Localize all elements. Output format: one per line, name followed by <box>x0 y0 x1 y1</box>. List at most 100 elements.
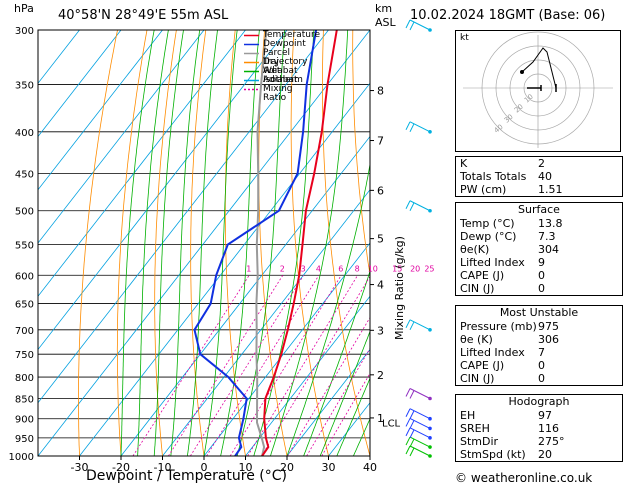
isotherm-line <box>286 348 370 456</box>
mixing-ratio-label: 25 <box>424 264 434 273</box>
legend-label: Dewpoint <box>263 39 306 49</box>
wind-barb-flag <box>405 200 411 209</box>
isotherm-line <box>203 242 370 456</box>
row-value: 0 <box>538 282 545 295</box>
mixing-ratio-label: 2 <box>280 264 285 273</box>
wind-barb-flag <box>409 123 415 133</box>
wet-adiabat-line <box>220 30 260 456</box>
wind-barb-dot <box>428 129 432 134</box>
table-row: CAPE (J) 0 <box>456 269 622 282</box>
legend-label: Parcel Trajectory <box>263 48 308 67</box>
wet-adiabat-line <box>170 30 201 456</box>
wind-barb <box>409 19 431 31</box>
isotherm-line <box>38 30 246 297</box>
dry-adiabat-line <box>154 30 177 456</box>
km-tick-label: 4 <box>377 279 384 292</box>
km-unit-label: km <box>375 2 393 15</box>
hodograph-ring-label: 10 <box>523 93 535 105</box>
legend-label: Temperature <box>263 30 321 40</box>
table-row: Pressure (mb) 975 <box>456 320 622 333</box>
hpa-unit-label: hPa <box>14 2 34 15</box>
wind-barb-flag <box>405 445 411 455</box>
row-value: 0 <box>538 269 545 282</box>
wind-barb-dot <box>428 396 432 401</box>
isotherm-line <box>162 189 370 456</box>
wind-barb-dot <box>428 327 432 332</box>
temp-tick-label: 40 <box>363 461 377 474</box>
row-value: 7 <box>538 346 545 359</box>
wind-barb-flag <box>409 390 415 399</box>
row-value: 304 <box>538 243 559 256</box>
row-label: θe(K) <box>460 243 490 256</box>
mixing-ratio-line <box>261 275 370 456</box>
wind-barb <box>409 388 431 399</box>
row-label: Lifted Index <box>460 346 525 359</box>
row-value: 2 <box>538 157 545 170</box>
table-row: CIN (J) 0 <box>456 372 622 385</box>
wind-barb-dot <box>428 436 432 440</box>
table-row: CAPE (J) 0 <box>456 359 622 372</box>
row-value: 9 <box>538 256 545 269</box>
indices-table: K 2 Totals Totals 40 PW (cm) 1.51 <box>455 156 623 197</box>
pressure-tick-label: 550 <box>15 240 34 251</box>
row-value: 40 <box>538 170 552 183</box>
row-label: CAPE (J) <box>460 359 505 372</box>
dewpoint-line <box>193 30 318 456</box>
wind-barb-dot <box>428 454 432 458</box>
legend-swatch <box>244 79 259 82</box>
row-label: Lifted Index <box>460 256 525 269</box>
table-row: SREH 116 <box>456 422 622 435</box>
mixing-ratio-line <box>190 275 304 456</box>
row-label: K <box>460 157 468 170</box>
temp-tick-label: -20 <box>112 461 130 474</box>
pressure-tick-label: 950 <box>15 434 34 445</box>
row-value: 116 <box>538 422 559 435</box>
mixing-ratio-label: 8 <box>355 264 360 273</box>
wind-barb-flag <box>409 429 415 439</box>
mixing-ratio-line <box>206 275 320 456</box>
km-tick-label: 5 <box>377 233 384 246</box>
km-tick-label: 1 <box>377 412 384 425</box>
surface-table: Surface Temp (°C) 13.8 Dewp (°C) 7.3 θe(K) 30… <box>455 202 623 296</box>
pressure-tick-label: 350 <box>15 81 34 92</box>
row-label: Dewp (°C) <box>460 230 517 243</box>
mixing-ratio-label: 1 <box>246 264 251 273</box>
pressure-tick-label: 700 <box>15 326 34 337</box>
wind-barb <box>409 408 431 420</box>
hodograph-ring-label: 20 <box>513 103 525 115</box>
isotherm-line <box>38 30 80 84</box>
isotherm-line <box>38 30 370 456</box>
pressure-tick-label: 750 <box>15 350 34 361</box>
hodograph-unit-label: kt <box>460 33 469 43</box>
location-title: 40°58'N 28°49'E 55m ASL <box>58 8 229 23</box>
pressure-tick-label: 1000 <box>9 452 34 463</box>
dry-adiabat-line <box>224 30 246 456</box>
row-label: CIN (J) <box>460 372 495 385</box>
legend-label: Dry Adiabat <box>263 57 298 76</box>
row-label: Totals Totals <box>460 170 527 183</box>
dry-adiabat-line <box>78 30 118 456</box>
pressure-tick-label: 850 <box>15 394 34 405</box>
mixing-ratio-label: 6 <box>338 264 343 273</box>
table-row: CIN (J) 0 <box>456 282 622 295</box>
hodograph-ring-label: 40 <box>493 123 505 135</box>
wind-barb <box>409 200 431 212</box>
table-row: θe (K) 306 <box>456 333 622 346</box>
wind-barb-flag <box>405 388 411 397</box>
table-row: EH 97 <box>456 409 622 422</box>
row-value: 275° <box>538 435 565 448</box>
dry-adiabat-line <box>116 30 148 456</box>
wind-barb-flag <box>405 319 411 329</box>
wind-barb-dot <box>428 426 432 431</box>
parcel-trajectory-line <box>255 30 268 456</box>
lcl-label: LCL <box>382 419 401 430</box>
wind-barb <box>409 417 431 429</box>
wind-barb <box>409 445 431 457</box>
copyright-footer: © weatheronline.co.uk <box>455 471 593 485</box>
legend-swatch <box>244 70 259 73</box>
row-label: CIN (J) <box>460 282 495 295</box>
x-axis-title: Dewpoint / Temperature (°C) <box>86 468 287 484</box>
wet-adiabat-line <box>137 30 169 456</box>
